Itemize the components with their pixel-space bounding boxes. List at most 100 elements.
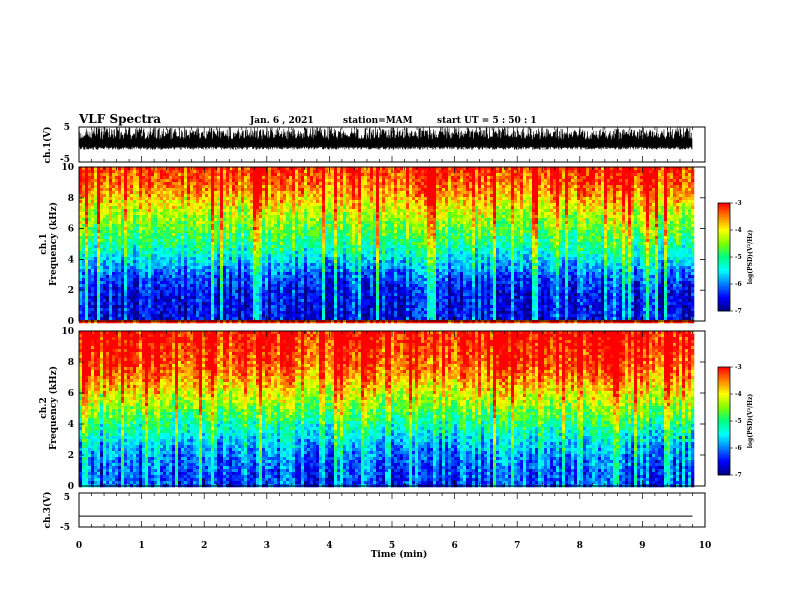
spectrogram-cell bbox=[121, 212, 125, 216]
spectrogram-cell bbox=[370, 227, 374, 231]
spectrogram-cell bbox=[634, 203, 638, 207]
spectrogram-cell bbox=[334, 212, 338, 216]
spectrogram-cell bbox=[277, 209, 281, 213]
spectrogram-cell bbox=[544, 218, 548, 222]
spectrogram-cell bbox=[526, 224, 530, 228]
spectrogram-cell bbox=[436, 200, 440, 204]
spectrogram-cell bbox=[502, 230, 506, 234]
spectrogram-cell bbox=[478, 233, 482, 237]
spectrogram-cell bbox=[244, 233, 248, 237]
spectrogram-cell bbox=[241, 224, 245, 228]
spectrogram-cell bbox=[619, 179, 623, 183]
spectrogram-cell bbox=[247, 179, 251, 183]
spectrogram-cell bbox=[682, 179, 686, 183]
spectrogram-cell bbox=[430, 236, 434, 240]
spectrogram-cell bbox=[88, 173, 92, 177]
spectrogram-cell bbox=[217, 167, 221, 171]
spectrogram-cell bbox=[634, 227, 638, 231]
spectrogram-cell bbox=[454, 230, 458, 234]
spectrogram-cell bbox=[574, 194, 578, 198]
spectrogram-cell bbox=[415, 224, 419, 228]
spectrogram-cell bbox=[379, 185, 383, 189]
spectrogram-cell bbox=[217, 191, 221, 195]
spectrogram-cell bbox=[562, 197, 566, 201]
spectrogram-cell bbox=[199, 170, 203, 174]
spectrogram-cell bbox=[565, 236, 569, 240]
spectrogram-cell bbox=[556, 170, 560, 174]
spectrogram-cell bbox=[370, 179, 374, 183]
spectrogram-cell bbox=[283, 191, 287, 195]
spectrogram-cell bbox=[550, 227, 554, 231]
spectrogram-cell bbox=[394, 191, 398, 195]
spectrogram-cell bbox=[358, 203, 362, 207]
spectrogram-cell bbox=[223, 176, 227, 180]
spectrogram-cell bbox=[433, 182, 437, 186]
spectrogram-cell bbox=[379, 230, 383, 234]
spectrogram-cell bbox=[592, 194, 596, 198]
spectrogram-cell bbox=[214, 179, 218, 183]
spectrogram-cell bbox=[595, 167, 599, 171]
spectrogram-cell bbox=[334, 230, 338, 234]
spectrogram-cell bbox=[499, 185, 503, 189]
spectrogram-cell bbox=[655, 203, 659, 207]
spectrogram-cell bbox=[322, 194, 326, 198]
spectrogram-cell bbox=[196, 170, 200, 174]
spectrogram-cell bbox=[628, 176, 632, 180]
spectrogram-cell bbox=[466, 206, 470, 210]
spectrogram-cell bbox=[508, 227, 512, 231]
spectrogram-cell bbox=[355, 215, 359, 219]
spectrogram-cell bbox=[163, 191, 167, 195]
spectrogram-cell bbox=[652, 197, 656, 201]
spectrogram-cell bbox=[583, 197, 587, 201]
spectrogram-cell bbox=[628, 173, 632, 177]
spectrogram-cell bbox=[373, 212, 377, 216]
spectrogram-cell bbox=[448, 218, 452, 222]
spectrogram-cell bbox=[82, 218, 86, 222]
spectrogram-cell bbox=[244, 227, 248, 231]
spectrogram-cell bbox=[640, 233, 644, 237]
spectrogram-cell bbox=[97, 173, 101, 177]
spectrogram-cell bbox=[493, 203, 497, 207]
spectrogram-cell bbox=[538, 224, 542, 228]
spectrogram-cell bbox=[538, 170, 542, 174]
spectrogram-cell bbox=[97, 227, 101, 231]
spectrogram-cell bbox=[442, 206, 446, 210]
spectrogram-cell bbox=[406, 173, 410, 177]
spectrogram-cell bbox=[310, 170, 314, 174]
spectrogram-cell bbox=[562, 170, 566, 174]
spectrogram-cell bbox=[178, 230, 182, 234]
spectrogram-cell bbox=[364, 212, 368, 216]
spectrogram-cell bbox=[358, 206, 362, 210]
spectrogram-cell bbox=[235, 173, 239, 177]
spectrogram-cell bbox=[562, 221, 566, 225]
spectrogram-cell bbox=[358, 209, 362, 213]
spectrogram-cell bbox=[493, 188, 497, 192]
spectrogram-cell bbox=[454, 170, 458, 174]
spectrogram-cell bbox=[574, 218, 578, 222]
spectrogram-cell bbox=[283, 170, 287, 174]
spectrogram-cell bbox=[301, 173, 305, 177]
spectrogram-cell bbox=[235, 209, 239, 213]
spectrogram-cell bbox=[508, 179, 512, 183]
spectrogram-cell bbox=[373, 209, 377, 213]
spectrogram-cell bbox=[373, 182, 377, 186]
spectrogram-cell bbox=[313, 236, 317, 240]
spectrogram-cell bbox=[355, 176, 359, 180]
spectrogram-cell bbox=[247, 167, 251, 171]
spectrogram-cell bbox=[463, 179, 467, 183]
spectrogram-cell bbox=[685, 170, 689, 174]
spectrogram-cell bbox=[166, 173, 170, 177]
spectrogram-cell bbox=[88, 236, 92, 240]
spectrogram-cell bbox=[178, 224, 182, 228]
spectrogram-cell bbox=[133, 233, 137, 237]
spectrogram-cell bbox=[634, 182, 638, 186]
spectrogram-cell bbox=[301, 197, 305, 201]
spectrogram-cell bbox=[328, 203, 332, 207]
spectrogram-cell bbox=[139, 206, 143, 210]
spectrogram-cell bbox=[214, 188, 218, 192]
spectrogram-cell bbox=[97, 230, 101, 234]
spectrogram-cell bbox=[79, 200, 83, 204]
spectrogram-cell bbox=[205, 236, 209, 240]
spectrogram-cell bbox=[514, 230, 518, 234]
spectrogram-cell bbox=[202, 236, 206, 240]
